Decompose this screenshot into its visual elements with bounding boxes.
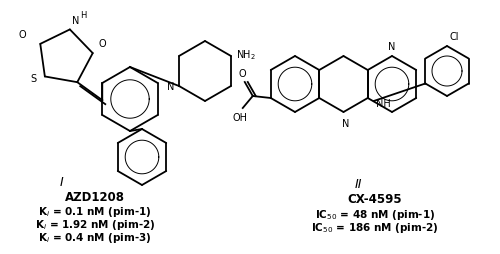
Text: NH: NH (376, 99, 390, 108)
Text: CX-4595: CX-4595 (348, 193, 403, 206)
Text: K$_i$ = 1.92 nM (pim-2): K$_i$ = 1.92 nM (pim-2) (34, 217, 156, 231)
Text: O: O (18, 30, 26, 40)
Text: IC$_{50}$ = 48 nM (pim-1): IC$_{50}$ = 48 nM (pim-1) (315, 207, 435, 221)
Text: N: N (72, 16, 79, 26)
Text: N: N (342, 119, 349, 129)
Text: N: N (388, 42, 396, 52)
Text: O: O (239, 69, 246, 79)
Text: OH: OH (232, 113, 248, 122)
Text: I: I (60, 175, 64, 188)
Text: IC$_{50}$ = 186 nM (pim-2): IC$_{50}$ = 186 nM (pim-2) (311, 220, 439, 234)
Text: Cl: Cl (450, 32, 460, 42)
Text: K$_i$ = 0.1 nM (pim-1): K$_i$ = 0.1 nM (pim-1) (38, 204, 152, 218)
Text: H: H (80, 11, 86, 20)
Text: AZD1208: AZD1208 (65, 191, 125, 204)
Text: S: S (30, 74, 37, 84)
Text: N: N (166, 82, 174, 92)
Text: II: II (354, 178, 362, 191)
Text: O: O (98, 39, 106, 49)
Text: NH$_2$: NH$_2$ (236, 48, 256, 62)
Text: K$_i$ = 0.4 nM (pim-3): K$_i$ = 0.4 nM (pim-3) (38, 230, 152, 244)
